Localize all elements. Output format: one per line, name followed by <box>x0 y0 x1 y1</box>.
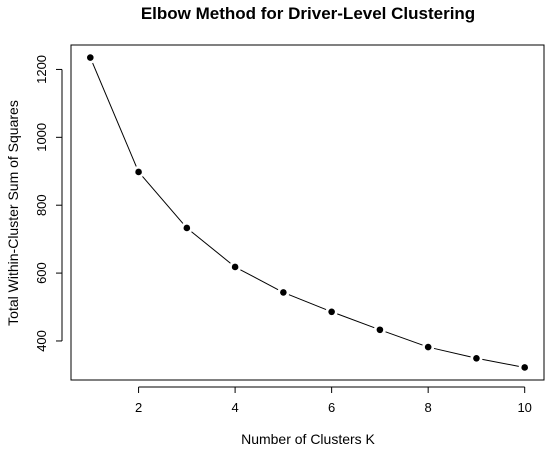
series-line-segment <box>385 331 423 346</box>
y-axis: 400 600 800 1000 1200 <box>34 55 63 352</box>
y-tick-label: 1200 <box>34 55 49 84</box>
x-tick-label: 10 <box>517 400 531 415</box>
data-point <box>328 308 335 316</box>
data-point <box>521 364 528 371</box>
y-tick-label: 600 <box>34 262 49 284</box>
series-line-segment <box>191 231 231 264</box>
data-point <box>424 343 432 351</box>
series-line-segment <box>240 269 279 291</box>
y-tick-label: 400 <box>34 330 49 352</box>
plot-box <box>70 44 545 381</box>
x-tick-label: 8 <box>425 400 432 415</box>
x-tick-label: 6 <box>328 400 335 415</box>
data-point <box>87 54 94 61</box>
series-line-segment <box>142 176 184 224</box>
y-tick-label: 1000 <box>34 123 49 152</box>
data-point <box>376 326 384 334</box>
x-axis-label: Number of Clusters K <box>241 431 375 447</box>
data-point <box>473 354 480 362</box>
chart-title: Elbow Method for Driver-Level Clustering <box>141 4 475 23</box>
data-point <box>183 224 191 232</box>
series-group <box>87 54 528 371</box>
series-line-segment <box>433 347 471 358</box>
series-line-segment <box>288 294 327 311</box>
data-point <box>135 168 142 176</box>
data-point <box>280 289 287 296</box>
x-tick-label: 4 <box>231 400 238 415</box>
y-tick-label: 800 <box>34 194 49 216</box>
series-line-segment <box>337 313 375 329</box>
data-point <box>231 263 239 271</box>
series-line-segment <box>92 62 137 167</box>
x-axis: 2 4 6 8 10 <box>135 386 532 415</box>
x-tick-label: 2 <box>135 400 142 415</box>
y-axis-label: Total Within-Cluster Sum of Squares <box>5 100 21 326</box>
series-line-segment <box>482 358 519 367</box>
